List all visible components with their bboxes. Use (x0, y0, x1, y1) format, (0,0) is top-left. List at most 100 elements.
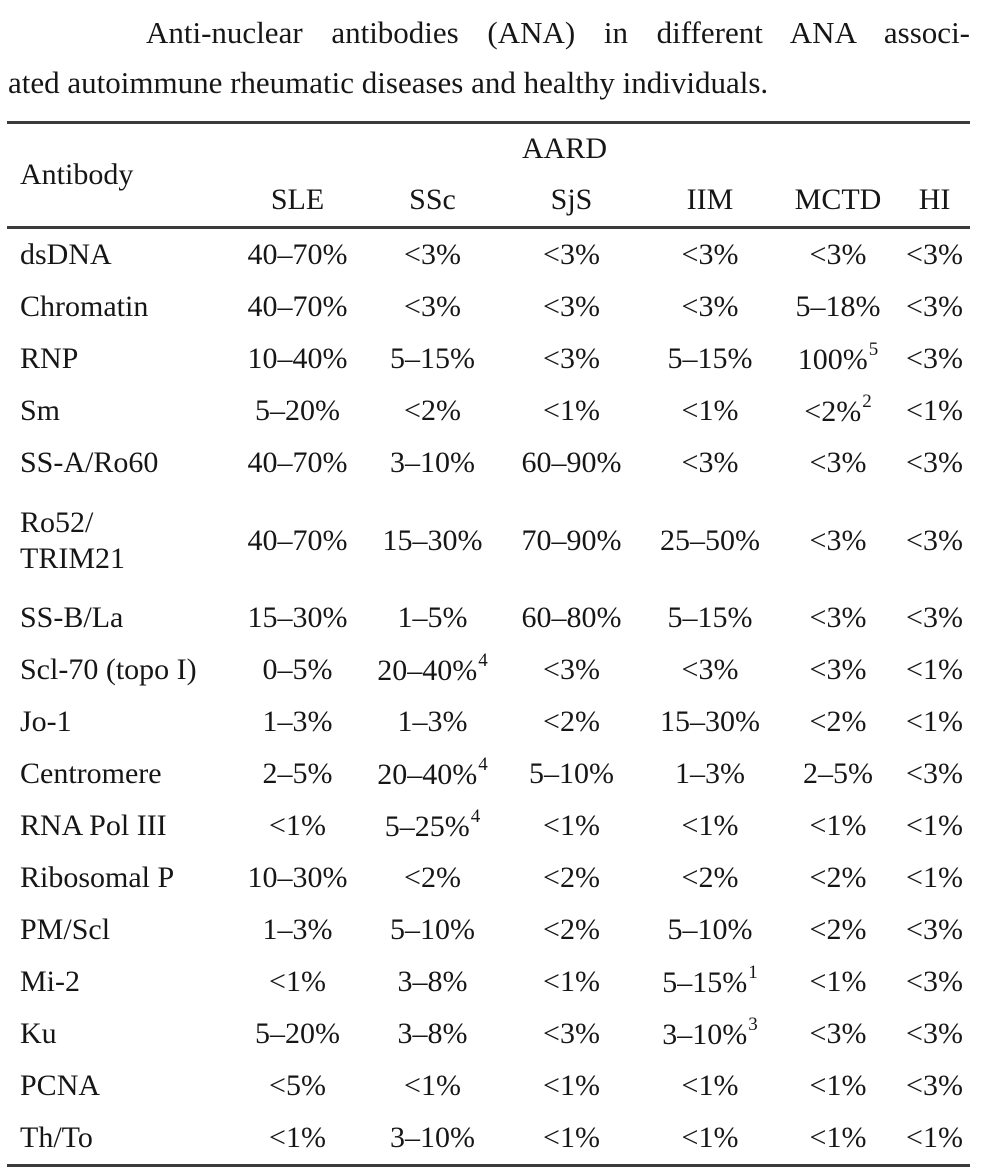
prevalence-value-cell: <3% (404, 238, 461, 271)
column-header-hi: HI (918, 183, 951, 216)
ana-prevalence-table: Antibody AARD SLE SSc SjS IIM MCTD HI ds… (7, 121, 971, 1167)
table-row: SS-A/Ro60 40–70% 3–10% 60–90% <3% <3% <3% (7, 437, 970, 489)
prevalence-value-cell: 15–30% (660, 705, 760, 738)
antibody-name-cell: Chromatin (20, 290, 149, 323)
caption-line-2: ated autoimmune rheumatic diseases and h… (8, 65, 769, 100)
prevalence-value-cell: 3–8% (397, 965, 468, 998)
prevalence-value-cell: <3% (681, 446, 739, 479)
prevalence-value-cell: <1% (543, 394, 600, 427)
prevalence-value-cell: <1% (681, 809, 739, 842)
prevalence-value-cell: 20–40%4 (377, 753, 488, 791)
prevalence-value-cell: <3% (809, 1017, 867, 1050)
antibody-name-cell: Jo-1 (20, 705, 72, 738)
column-header-mctd: MCTD (794, 183, 882, 216)
column-header-iim: IIM (686, 183, 734, 216)
prevalence-value-cell: 2–5% (262, 757, 333, 790)
prevalence-value-cell: <3% (681, 238, 739, 271)
prevalence-value-cell: <2% (809, 861, 867, 894)
caption-line-1: Anti-nuclear antibodies (ANA) in differe… (146, 15, 970, 50)
prevalence-value-cell: <3% (543, 342, 600, 375)
prevalence-value-cell: 40–70% (247, 290, 348, 323)
prevalence-value-cell: <1% (681, 394, 739, 427)
hi-spacer-cell (899, 123, 970, 175)
table-caption: Anti-nuclear antibodies (ANA) in differe… (8, 8, 970, 108)
table-row: PM/Scl 1–3% 5–10% <2% 5–10% <2% <3% (7, 904, 970, 956)
prevalence-value-cell: 3–10% (390, 446, 475, 479)
footnote-marker: 4 (478, 649, 488, 671)
footnote-marker: 4 (470, 805, 481, 827)
prevalence-value-cell: 3–10%3 (662, 1013, 758, 1051)
prevalence-value-cell: <3% (681, 290, 739, 323)
prevalence-value-cell: <1% (681, 1121, 739, 1154)
prevalence-value-cell: 3–10% (390, 1121, 475, 1154)
prevalence-value-cell: <2% (543, 861, 600, 894)
column-header-sjs: SjS (550, 183, 593, 216)
prevalence-value-cell: <3% (906, 290, 963, 323)
antibody-name-cell: Ro52/TRIM21 (20, 505, 125, 575)
aard-group-header: AARD (522, 132, 608, 165)
prevalence-value-cell: 1–3% (675, 757, 745, 790)
prevalence-value-cell: 20–40%4 (377, 649, 488, 687)
column-header-ssc: SSc (409, 183, 456, 216)
table-row: Mi-2 <1% 3–8% <1% 5–15%1 <1% <3% (7, 956, 970, 1008)
table-row: Ro52/TRIM21 40–70% 15–30% 70–90% 25–50% <3% <3… (7, 489, 970, 592)
prevalence-value-cell: <1% (681, 1069, 739, 1102)
table-row: Ku 5–20% 3–8% <3% 3–10%3 <3% <3% (7, 1008, 970, 1060)
prevalence-value-cell: 40–70% (247, 238, 348, 271)
prevalence-value-cell: 5–25%4 (384, 805, 481, 843)
prevalence-value-cell: <3% (543, 1017, 600, 1050)
table-row: PCNA <5% <1% <1% <1% <1% <3% (7, 1060, 970, 1112)
prevalence-value-cell: <3% (906, 1017, 963, 1050)
antibody-column-header: Antibody (20, 158, 134, 191)
prevalence-value-cell: 5–15% (667, 342, 753, 375)
prevalence-value-cell: <1% (906, 861, 963, 894)
prevalence-value-cell: <3% (906, 757, 963, 790)
prevalence-value-cell: <1% (906, 394, 963, 427)
prevalence-value-cell: <3% (543, 653, 600, 686)
antibody-name-cell: Mi-2 (20, 965, 80, 998)
footnote-marker: 5 (868, 338, 879, 360)
prevalence-value-cell: 1–3% (397, 705, 468, 738)
prevalence-value-cell: 1–3% (262, 705, 333, 738)
table-row: Centromere 2–5% 20–40%4 5–10% 1–3% 2–5% <3% (7, 748, 970, 800)
prevalence-value-cell: <3% (809, 446, 867, 479)
prevalence-value-cell: <2% (404, 861, 461, 894)
prevalence-value-cell: 5–15%1 (662, 961, 758, 999)
prevalence-value-cell: <1% (809, 1121, 867, 1154)
prevalence-value-cell: 5–18% (795, 290, 881, 323)
prevalence-value-cell: 5–15% (667, 601, 753, 634)
prevalence-value-cell: 1–5% (397, 601, 468, 634)
footnote-marker: 3 (748, 1013, 758, 1035)
prevalence-value-cell: 5–15% (390, 342, 475, 375)
prevalence-value-cell: <2%2 (804, 390, 872, 428)
prevalence-value-cell: 5–20% (255, 1017, 340, 1050)
prevalence-value-cell: <2% (681, 861, 739, 894)
prevalence-value-cell: <1% (906, 1121, 963, 1154)
prevalence-value-cell: 100%5 (797, 338, 879, 376)
prevalence-value-cell: 40–70% (247, 446, 348, 479)
prevalence-value-cell: <1% (269, 1121, 326, 1154)
column-header-row: SLE SSc SjS IIM MCTD HI (7, 174, 970, 228)
antibody-name-cell: PM/Scl (20, 913, 111, 946)
prevalence-value-cell: <1% (543, 1069, 600, 1102)
column-header-sle: SLE (270, 183, 325, 216)
prevalence-value-cell: <3% (681, 653, 739, 686)
prevalence-value-cell: <1% (269, 965, 326, 998)
table-row: Th/To <1% 3–10% <1% <1% <1% <1% (7, 1112, 970, 1166)
prevalence-value-cell: <3% (906, 601, 963, 634)
antibody-name-cell: SS-B/La (20, 601, 124, 634)
prevalence-value-cell: <5% (269, 1069, 326, 1102)
prevalence-value-cell: <2% (543, 705, 600, 738)
prevalence-value-cell: <2% (404, 394, 461, 427)
prevalence-value-cell: <1% (906, 809, 963, 842)
prevalence-value-cell: 10–30% (247, 861, 348, 894)
prevalence-value-cell: <3% (906, 1069, 963, 1102)
prevalence-value-cell: <3% (906, 523, 963, 557)
prevalence-value-cell: <1% (809, 1069, 867, 1102)
prevalence-value-cell: 25–50% (660, 523, 760, 557)
prevalence-value-cell: 2–5% (803, 757, 873, 790)
footnote-marker: 4 (478, 753, 488, 775)
prevalence-value-cell: <2% (809, 913, 867, 946)
prevalence-value-cell: <1% (809, 965, 867, 998)
